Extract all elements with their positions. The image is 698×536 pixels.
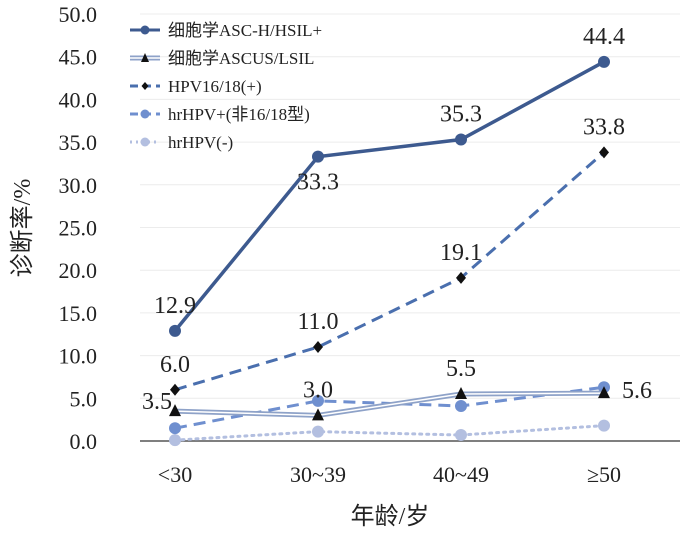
y-tick-label: 50.0: [59, 2, 98, 27]
data-label: 44.4: [583, 24, 625, 50]
data-point: [456, 271, 466, 284]
series-line: [173, 60, 605, 332]
data-point: [455, 133, 467, 146]
legend-marker: [141, 53, 149, 62]
legend: 细胞学ASC-H/HSIL+ 细胞学ASCUS/LSIL HPV16/18(+) hr…: [130, 21, 322, 152]
data-point: [455, 399, 467, 412]
legend-label: hrHPV+(非16/18型): [168, 105, 310, 124]
legend-marker: [140, 25, 150, 35]
data-point: [169, 324, 181, 337]
data-label: 33.8: [583, 114, 625, 140]
legend-label: HPV16/18(+): [168, 77, 262, 96]
data-label: 5.5: [446, 356, 476, 382]
data-point: [598, 419, 610, 432]
data-label: 6.0: [160, 352, 190, 378]
x-tick-label: 30~39: [290, 462, 346, 487]
y-tick-label: 35.0: [59, 130, 98, 155]
data-label: 3.0: [303, 377, 333, 403]
y-tick-label: 45.0: [59, 45, 98, 70]
y-tick-label: 25.0: [59, 216, 98, 241]
data-label: 19.1: [440, 240, 482, 266]
x-axis-label: 年龄/岁: [351, 503, 430, 530]
data-point: [455, 387, 467, 400]
y-axis-label: 诊断率/%: [9, 179, 36, 278]
data-label: 33.3: [297, 170, 339, 196]
x-tick-label: <30: [158, 462, 192, 487]
y-tick-label: 5.0: [70, 386, 98, 411]
data-point: [598, 386, 610, 399]
data-label: 12.9: [154, 293, 196, 319]
data-point: [312, 150, 324, 163]
legend-marker: [141, 82, 149, 90]
y-tick-label: 30.0: [59, 173, 98, 198]
y-tick-label: 40.0: [59, 87, 98, 112]
y-tick-label: 15.0: [59, 301, 98, 326]
legend-marker: [140, 137, 150, 147]
data-point: [169, 434, 181, 447]
series-line: [173, 424, 606, 442]
data-point: [312, 425, 324, 438]
data-label: 3.5: [142, 389, 172, 415]
data-point: [170, 383, 180, 396]
data-point: [455, 429, 467, 442]
x-tick-label: 40~49: [433, 462, 489, 487]
legend-label: 细胞学ASC-H/HSIL+: [168, 21, 322, 40]
data-point: [313, 341, 323, 354]
y-tick-label: 0.0: [70, 429, 98, 454]
legend-label: 细胞学ASCUS/LSIL: [168, 49, 314, 68]
x-tick-label: ≥50: [587, 462, 621, 487]
data-label: 35.3: [440, 102, 482, 128]
data-point: [312, 394, 324, 407]
series-line: [174, 151, 605, 392]
y-tick-label: 10.0: [59, 344, 98, 369]
data-point: [169, 422, 181, 435]
legend-marker: [140, 109, 150, 119]
data-point: [312, 408, 324, 421]
y-tick-label: 20.0: [59, 258, 98, 283]
series-line-inner: [174, 392, 605, 417]
data-label: 11.0: [297, 309, 338, 335]
data-point: [599, 146, 609, 159]
legend-label: hrHPV(-): [168, 133, 233, 152]
data-point: [598, 55, 610, 68]
data-point: [169, 404, 181, 417]
data-label: 5.6: [622, 378, 652, 404]
